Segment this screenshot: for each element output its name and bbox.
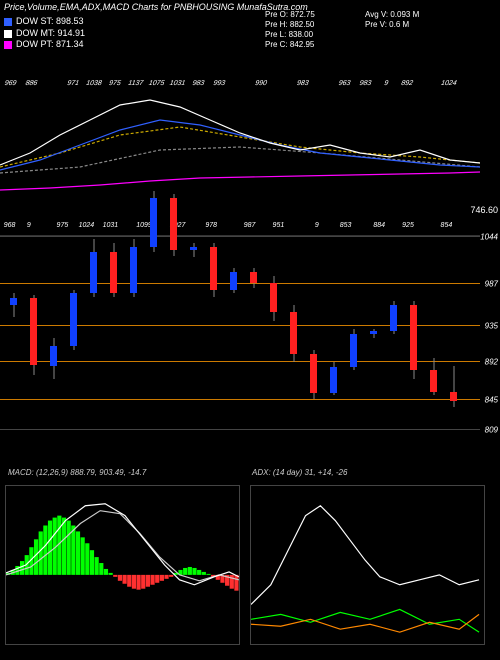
legend-mt-label: DOW MT: 914.91 <box>16 28 85 40</box>
pre-v: Pre V: 0.6 M <box>365 20 419 30</box>
legend: DOW ST: 898.53 DOW MT: 914.91 DOW PT: 87… <box>4 16 85 51</box>
candle-panel: 1044987935892845809 <box>0 235 480 435</box>
macd-panel <box>5 485 240 645</box>
macd-header: MACD: (12,26,9) 888.79, 903.49, -14.7 <box>8 468 146 477</box>
pre-l: Pre L: 838.00 <box>265 30 315 40</box>
adx-panel <box>250 485 485 645</box>
pre-h: Pre H: 882.50 <box>265 20 315 30</box>
legend-pt-swatch <box>4 41 12 49</box>
avg-vol: Avg V: 0.093 M Pre V: 0.6 M <box>365 10 419 30</box>
avg-v: Avg V: 0.093 M <box>365 10 419 20</box>
pre-c: Pre C: 842.95 <box>265 40 315 50</box>
x-labels-top: 9698869711038975113710751031983993990983… <box>0 80 481 87</box>
legend-mt: DOW MT: 914.91 <box>4 28 85 40</box>
ema-price-label: 746.60 <box>470 205 498 215</box>
pre-ohlc: Pre O: 872.75 Pre H: 882.50 Pre L: 838.0… <box>265 10 315 50</box>
legend-mt-swatch <box>4 30 12 38</box>
legend-pt: DOW PT: 871.34 <box>4 39 85 51</box>
legend-pt-label: DOW PT: 871.34 <box>16 39 84 51</box>
legend-st-swatch <box>4 18 12 26</box>
legend-st-label: DOW ST: 898.53 <box>16 16 84 28</box>
chart-title: Price,Volume,EMA,ADX,MACD Charts for PNB… <box>4 2 308 12</box>
adx-header: ADX: (14 day) 31, +14, -26 <box>252 468 347 477</box>
pre-o: Pre O: 872.75 <box>265 10 315 20</box>
ema-panel <box>0 95 480 215</box>
legend-st: DOW ST: 898.53 <box>4 16 85 28</box>
